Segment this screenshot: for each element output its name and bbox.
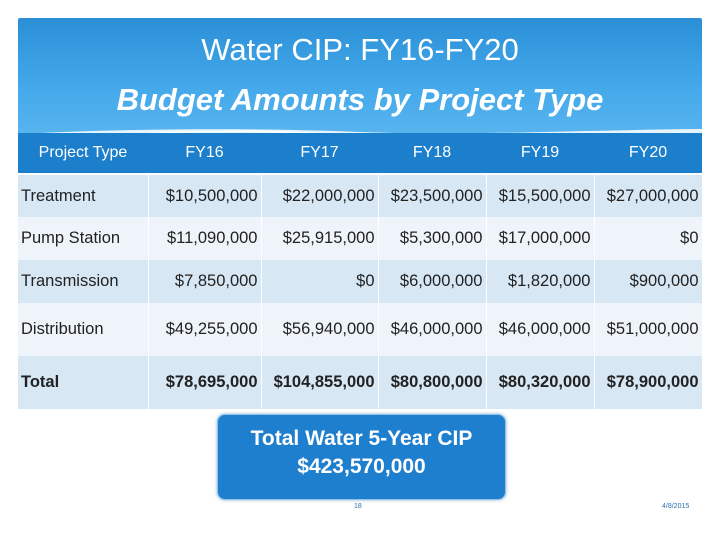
cell-value: $11,090,000 (148, 217, 262, 260)
cell-value: $27,000,000 (594, 174, 703, 217)
table-header-row: Project Type FY16 FY17 FY18 FY19 FY20 (18, 133, 702, 175)
callout-total-value: $423,570,000 (297, 455, 426, 478)
cell-value: $78,695,000 (148, 356, 262, 409)
table-row: Treatment $10,500,000 $22,000,000 $23,50… (18, 174, 703, 217)
cell-value: $17,000,000 (486, 217, 595, 260)
cell-value: $23,500,000 (378, 174, 487, 217)
column-header-fy17: FY17 (261, 133, 378, 175)
cell-value: $10,500,000 (148, 174, 262, 217)
cell-value: $5,300,000 (378, 217, 487, 260)
cell-value: $6,000,000 (378, 260, 487, 303)
cell-value: $56,940,000 (261, 303, 379, 356)
cell-value: $46,000,000 (486, 303, 595, 356)
row-label: Pump Station (18, 217, 149, 260)
cell-value: $15,500,000 (486, 174, 595, 217)
slide-header (18, 18, 702, 141)
slide-title: Water CIP: FY16-FY20 (201, 32, 519, 67)
cell-value: $1,820,000 (486, 260, 595, 303)
row-label: Transmission (18, 260, 149, 303)
cell-value: $80,320,000 (486, 356, 595, 409)
cell-value: $900,000 (594, 260, 703, 303)
slide-date: 4/8/2015 (662, 503, 690, 510)
cell-value: $51,000,000 (594, 303, 703, 356)
cell-value: $78,900,000 (594, 356, 703, 409)
column-header-fy19: FY19 (486, 133, 594, 175)
slide-subtitle: Budget Amounts by Project Type (116, 82, 604, 117)
column-header-project-type: Project Type (18, 133, 148, 175)
row-label: Distribution (18, 303, 149, 356)
row-label: Treatment (18, 174, 149, 217)
cell-value: $0 (261, 260, 379, 303)
table-row: Distribution $49,255,000 $56,940,000 $46… (18, 303, 703, 356)
cell-value: $104,855,000 (261, 356, 379, 409)
column-header-fy16: FY16 (148, 133, 261, 175)
table-row: Pump Station $11,090,000 $25,915,000 $5,… (18, 217, 703, 260)
row-label: Total (18, 356, 149, 409)
cell-value: $49,255,000 (148, 303, 262, 356)
table-row-total: Total $78,695,000 $104,855,000 $80,800,0… (18, 356, 703, 409)
column-header-fy20: FY20 (594, 133, 702, 175)
cell-value: $0 (594, 217, 703, 260)
page-number: 18 (354, 503, 362, 510)
budget-table: Project Type FY16 FY17 FY18 FY19 FY20 Tr… (18, 133, 703, 409)
cell-value: $7,850,000 (148, 260, 262, 303)
cell-value: $80,800,000 (378, 356, 487, 409)
callout-label: Total Water 5-Year CIP (250, 427, 473, 450)
cell-value: $25,915,000 (261, 217, 379, 260)
table-row: Transmission $7,850,000 $0 $6,000,000 $1… (18, 260, 703, 303)
cell-value: $22,000,000 (261, 174, 379, 217)
column-header-fy18: FY18 (378, 133, 486, 175)
total-cip-callout: Total Water 5-Year CIP $423,570,000 (217, 414, 506, 500)
cell-value: $46,000,000 (378, 303, 487, 356)
